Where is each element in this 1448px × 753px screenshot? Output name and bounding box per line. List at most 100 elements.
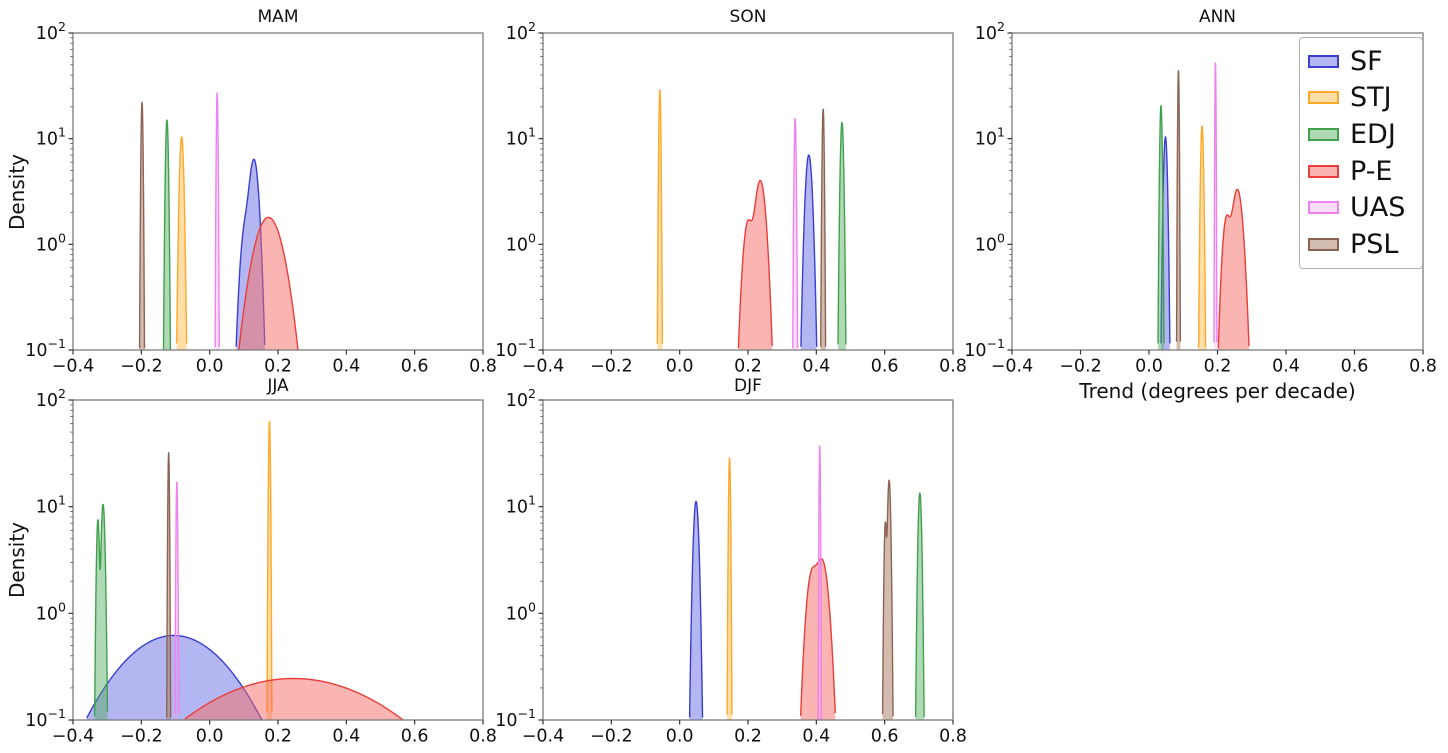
legend-label-edj: EDJ [1350,119,1396,151]
density-curve-UAS-DJF [817,445,823,720]
density-curve-SF-MAM [235,158,266,347]
density-curve-STJ-SON [656,89,664,344]
y-axis-label-bottom: Density [5,521,29,599]
density-curve-P-E-DJF [799,557,836,716]
x-axis-label: Trend (degrees per decade) [1079,379,1356,403]
y-tick-label: 102 [975,19,1005,44]
density-fill-P-E-SON [738,180,773,350]
x-tick-label: 0.6 [871,727,899,747]
density-fill-P-E-ANN [1218,189,1249,350]
x-tick-label: −0.4 [52,727,95,747]
density-curve-STJ-JJA [266,420,273,713]
x-tick-label: 0.4 [802,727,830,747]
density-curve-UAS-JJA [174,481,180,714]
y-tick-label: 100 [36,230,66,255]
legend-label-stj: STJ [1350,82,1392,114]
density-curve-STJ-ANN [1197,125,1207,348]
density-curve-SF-SON [800,154,818,347]
legend-label-sf: SF [1350,45,1383,77]
x-tick-label: 0.8 [469,727,497,747]
x-tick-label: 0.0 [666,727,694,747]
x-tick-label: 0.8 [939,727,967,747]
density-curve-P-E-MAM [238,216,299,350]
legend-label-pe: P-E [1350,155,1393,187]
density-curve-STJ-DJF [726,457,733,715]
y-tick-label: 100 [506,230,536,255]
x-tick-label: −0.2 [120,357,163,377]
density-curve-PSL-MAM [138,101,146,349]
y-tick-label: 102 [506,386,536,411]
legend-label-psl: PSL [1350,229,1399,261]
x-tick-label: 0.4 [1272,357,1300,377]
y-tick-label: 101 [975,125,1005,150]
x-tick-label: 0.2 [734,727,762,747]
x-tick-label: −0.4 [52,357,95,377]
density-curve-STJ-MAM [176,136,188,344]
y-tick-label: 10−1 [964,336,1005,361]
x-tick-label: 0.6 [401,357,429,377]
y-tick-label: 102 [506,19,536,44]
x-tick-label: −0.4 [522,727,565,747]
legend-item-psl: PSL [1308,231,1414,258]
density-curve-EDJ-JJA [93,503,109,717]
density-curve-PSL-SON [820,108,827,347]
density-curve-EDJ-DJF [914,492,925,718]
legend-patch-uas [1308,201,1339,215]
curves-JJA [86,420,404,720]
legend-item-edj: EDJ [1308,121,1414,148]
x-tick-label: 0.4 [802,357,830,377]
density-curve-PSL-ANN [1175,69,1182,342]
x-tick-label: 0.2 [1204,357,1232,377]
x-tick-label: 0.0 [196,357,224,377]
x-tick-label: 0.6 [871,357,899,377]
y-tick-label: 101 [36,125,66,150]
x-tick-label: 0.8 [939,357,967,377]
curves-SON [656,89,847,350]
density-curve-UAS-ANN [1213,62,1218,343]
y-tick-label: 10−1 [495,706,536,731]
x-tick-label: 0.8 [469,357,497,377]
legend: SF STJ EDJ P-E UAS PSL [1299,37,1423,269]
x-tick-label: 0.6 [1341,357,1369,377]
density-curve-SF-JJA [86,634,263,720]
density-fill-EDJ-JJA [94,504,108,720]
y-tick-label: 100 [506,599,536,624]
x-tick-label: 0.4 [332,357,360,377]
x-tick-label: 0.2 [264,357,292,377]
legend-patch-pe [1308,164,1339,178]
density-curve-SF-DJF [688,500,704,718]
density-curve-PSL-DJF [881,479,894,717]
density-curve-PSL-JJA [166,452,172,718]
x-tick-label: −0.4 [991,357,1034,377]
y-tick-label: 10−1 [25,336,66,361]
density-curve-EDJ-SON [837,121,847,345]
density-curve-P-E-SON [737,179,773,349]
legend-patch-psl [1308,238,1339,252]
x-tick-label: 0.6 [401,727,429,747]
curves-DJF [688,445,925,720]
legend-item-pe: P-E [1308,158,1414,185]
subplot-title-mam: MAM [257,7,299,27]
x-tick-label: −0.2 [590,357,633,377]
y-tick-label: 100 [975,230,1005,255]
y-tick-label: 10−1 [25,706,66,731]
curves-MAM [138,92,299,350]
y-tick-label: 101 [36,493,66,518]
legend-item-sf: SF [1308,48,1414,75]
density-curve-UAS-SON [792,117,799,349]
x-tick-label: −0.2 [120,727,163,747]
legend-label-uas: UAS [1350,192,1406,224]
y-tick-label: 10−1 [495,336,536,361]
x-tick-label: −0.2 [590,727,633,747]
x-tick-label: 0.4 [332,727,360,747]
x-tick-label: −0.4 [522,357,565,377]
subplot-title-son: SON [729,7,767,27]
legend-patch-sf [1308,54,1339,68]
y-tick-label: 102 [36,386,66,411]
y-tick-label: 101 [506,493,536,518]
x-tick-label: 0.2 [264,727,292,747]
x-tick-label: 0.0 [1135,357,1163,377]
y-tick-label: 100 [36,599,66,624]
